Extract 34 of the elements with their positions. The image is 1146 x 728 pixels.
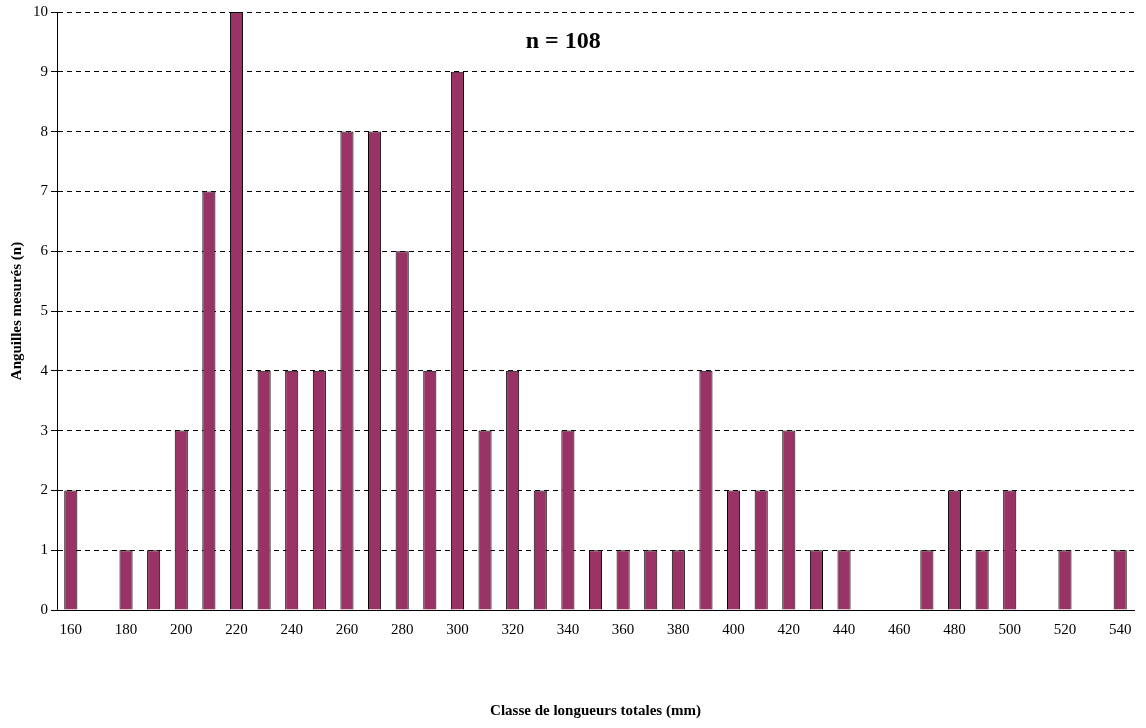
y-tick-label: 2 bbox=[40, 481, 48, 498]
annotation: n = 108 bbox=[525, 27, 601, 54]
x-tick-label: 260 bbox=[335, 620, 359, 637]
x-axis-title: Classe de longueurs totales (mm) bbox=[490, 701, 701, 719]
x-tick-label: 340 bbox=[556, 620, 580, 637]
x-tick-label: 200 bbox=[170, 620, 193, 637]
x-tick-label: 320 bbox=[501, 620, 524, 637]
x-tick-label: 400 bbox=[722, 620, 745, 637]
y-tick-label: 6 bbox=[40, 242, 49, 259]
x-tick-label: 420 bbox=[777, 620, 801, 637]
x-tick-label: 300 bbox=[446, 620, 469, 637]
x-tick-label: 240 bbox=[280, 620, 303, 637]
x-tick-label: 480 bbox=[943, 620, 966, 637]
y-tick-label: 3 bbox=[40, 421, 48, 438]
x-tick-label: 180 bbox=[114, 620, 138, 637]
y-tick-label: 8 bbox=[40, 122, 48, 139]
y-tick-label: 5 bbox=[40, 301, 48, 318]
x-tick-label: 520 bbox=[1053, 620, 1077, 637]
x-tick-label: 460 bbox=[888, 620, 911, 637]
x-tick-label: 540 bbox=[1108, 620, 1132, 637]
x-tick-label: 500 bbox=[998, 620, 1021, 637]
x-tick-label: 440 bbox=[832, 620, 856, 637]
x-tick-label: 160 bbox=[59, 620, 83, 637]
y-tick-label: 4 bbox=[40, 361, 49, 378]
y-tick-label: 9 bbox=[40, 62, 48, 79]
y-axis-title: Anguilles mesurés (n) bbox=[7, 241, 25, 381]
x-tick-label: 360 bbox=[611, 620, 635, 637]
x-tick-label: 380 bbox=[667, 620, 690, 637]
y-tick-label: 10 bbox=[33, 2, 48, 19]
x-tick-label: 280 bbox=[390, 620, 414, 637]
x-tick-label: 220 bbox=[225, 620, 248, 637]
y-tick-label: 7 bbox=[40, 182, 49, 199]
y-tick-label: 0 bbox=[40, 600, 48, 617]
y-tick-label: 1 bbox=[40, 541, 48, 558]
